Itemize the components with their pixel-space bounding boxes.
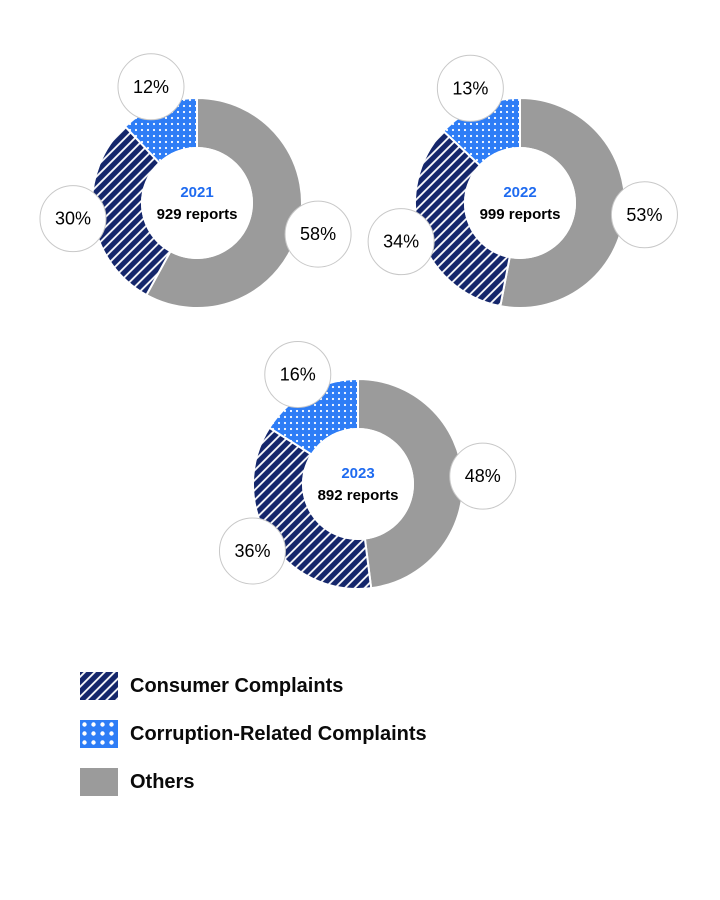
percent-label: 48% bbox=[465, 466, 501, 486]
legend-label: Consumer Complaints bbox=[130, 674, 344, 697]
percent-label: 30% bbox=[55, 209, 91, 229]
percent-label: 53% bbox=[626, 205, 662, 225]
percent-label: 12% bbox=[133, 77, 169, 97]
consumer-complaints-swatch-icon bbox=[80, 672, 118, 700]
percent-label: 13% bbox=[452, 78, 488, 98]
percent-bubble bbox=[39, 185, 107, 253]
percent-label: 36% bbox=[234, 541, 270, 561]
percent-bubble bbox=[436, 54, 504, 122]
donut-center bbox=[302, 428, 414, 540]
donut-chart: 2022 999 reports 53% 34% 13% bbox=[367, 54, 678, 309]
percent-bubble bbox=[117, 53, 185, 121]
donut-center bbox=[141, 147, 253, 259]
donut-center bbox=[464, 147, 576, 259]
chart-year: 2021 bbox=[180, 184, 213, 201]
legend-label: Corruption-Related Complaints bbox=[130, 722, 427, 745]
legend-item-consumer-complaints: Consumer Complaints bbox=[80, 672, 427, 700]
percent-bubble bbox=[449, 442, 517, 510]
others-swatch-icon bbox=[80, 768, 118, 796]
chart-total-reports: 892 reports bbox=[318, 487, 399, 504]
donut-chart: 2023 892 reports 48% 36% 16% bbox=[218, 340, 517, 590]
chart-year: 2023 bbox=[341, 465, 374, 482]
percent-label: 16% bbox=[280, 364, 316, 384]
chart-year: 2022 bbox=[503, 184, 536, 201]
percent-label: 34% bbox=[383, 232, 419, 252]
percent-bubble bbox=[284, 200, 352, 268]
chart-total-reports: 929 reports bbox=[157, 206, 238, 223]
percent-bubble bbox=[264, 340, 332, 408]
legend: Consumer Complaints Corruption-Related C… bbox=[80, 672, 427, 796]
percent-bubble bbox=[367, 208, 435, 276]
donut-chart: 2021 929 reports 58% 30% 12% bbox=[39, 53, 352, 309]
chart-total-reports: 999 reports bbox=[480, 206, 561, 223]
percent-bubble bbox=[218, 517, 286, 585]
legend-item-others: Others bbox=[80, 768, 427, 796]
percent-bubble bbox=[610, 181, 678, 249]
legend-label: Others bbox=[130, 770, 195, 793]
legend-item-corruption-related-complaints: Corruption-Related Complaints bbox=[80, 720, 427, 748]
percent-label: 58% bbox=[300, 224, 336, 244]
corruption-complaints-swatch-icon bbox=[80, 720, 118, 748]
